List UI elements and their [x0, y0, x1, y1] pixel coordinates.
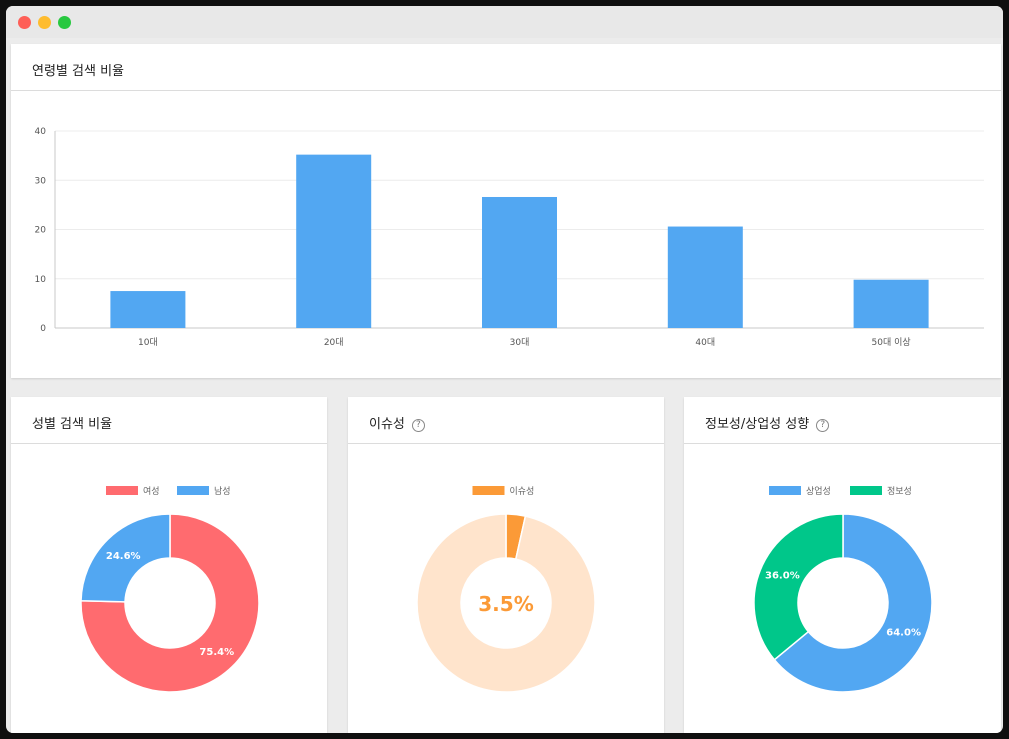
- y-tick-label: 40: [35, 127, 47, 137]
- info-donut-chart: 상업성 정보성 64.0% 36.0%: [753, 486, 933, 693]
- slice-value-label: 24.6%: [106, 551, 141, 562]
- y-tick-label: 20: [35, 226, 47, 236]
- donut-slice: [753, 513, 844, 661]
- app-window: 연령별 검색 비율 0 10 20 30 40 10대 20대 30대 40대 50대 이상 성별…: [6, 6, 1003, 733]
- issue-card-header: 이슈성?: [348, 397, 664, 444]
- info-card-header: 정보성/상업성 성향?: [684, 397, 1001, 444]
- question-circle-icon[interactable]: ?: [816, 419, 830, 432]
- y-tick-label: 0: [40, 324, 46, 334]
- x-tick-label: 40대: [695, 337, 715, 348]
- bar: [667, 226, 743, 328]
- question-circle-icon[interactable]: ?: [411, 419, 425, 432]
- legend-label: 남성: [214, 486, 231, 497]
- legend-label: 여성: [143, 485, 160, 497]
- close-window-button[interactable]: [18, 16, 31, 29]
- donut-remainder: [416, 513, 596, 693]
- gender-chart-card: 성별 검색 비율 여성 남성 75.4% 24.6%: [11, 397, 327, 733]
- legend-swatch: [769, 486, 801, 495]
- legend-swatch: [177, 486, 209, 495]
- info-card-title-wrap: 정보성/상업성 성향?: [705, 413, 830, 432]
- issue-donut-chart: 이슈성 3.5%: [416, 486, 596, 693]
- slice-value-label: 36.0%: [765, 570, 800, 581]
- legend-label: 이슈성: [510, 486, 535, 497]
- gender-card-header: 성별 검색 비율: [11, 397, 327, 444]
- legend-label: 상업성: [806, 486, 831, 497]
- info-card-title: 정보성/상업성 성향: [705, 417, 810, 432]
- donut-slice: [80, 513, 171, 603]
- y-tick-label: 30: [35, 176, 47, 186]
- issue-card-title-wrap: 이슈성?: [369, 413, 425, 432]
- minimize-window-button[interactable]: [38, 16, 51, 29]
- x-tick-label: 30대: [510, 337, 530, 348]
- legend-swatch: [472, 486, 505, 495]
- bar: [110, 291, 186, 328]
- bar: [853, 279, 929, 328]
- legend-swatch: [106, 486, 138, 495]
- title-bar: [6, 6, 1003, 38]
- age-card-title: 연령별 검색 비율: [32, 64, 124, 79]
- x-tick-label: 10대: [138, 337, 158, 348]
- center-value-label: 3.5%: [478, 592, 533, 616]
- issue-card-title: 이슈성: [369, 417, 405, 432]
- age-chart-card: 연령별 검색 비율 0 10 20 30 40 10대 20대 30대 40대 50대 이상: [11, 44, 1001, 378]
- x-tick-label: 50대 이상: [872, 337, 911, 348]
- y-tick-label: 10: [35, 275, 47, 285]
- issue-chart-card: 이슈성? 이슈성 3.5%: [348, 397, 664, 733]
- legend-label: 정보성: [887, 486, 912, 497]
- maximize-window-button[interactable]: [58, 16, 71, 29]
- bar: [482, 196, 557, 328]
- legend-swatch: [850, 486, 882, 495]
- gender-card-title: 성별 검색 비율: [32, 417, 113, 432]
- age-bar-chart: 0 10 20 30 40 10대 20대 30대 40대 50대 이상: [35, 127, 984, 348]
- age-card-header: 연령별 검색 비율: [11, 44, 1001, 91]
- x-tick-label: 20대: [324, 337, 344, 348]
- bar: [296, 154, 372, 328]
- gender-donut-chart: 여성 남성 75.4% 24.6%: [80, 485, 260, 693]
- donut-slice: [80, 513, 260, 693]
- slice-value-label: 64.0%: [886, 628, 921, 639]
- donut-slice: [773, 513, 933, 693]
- info-chart-card: 정보성/상업성 성향? 상업성 정보성 64.0% 36.0%: [684, 397, 1001, 733]
- slice-value-label: 75.4%: [199, 647, 234, 658]
